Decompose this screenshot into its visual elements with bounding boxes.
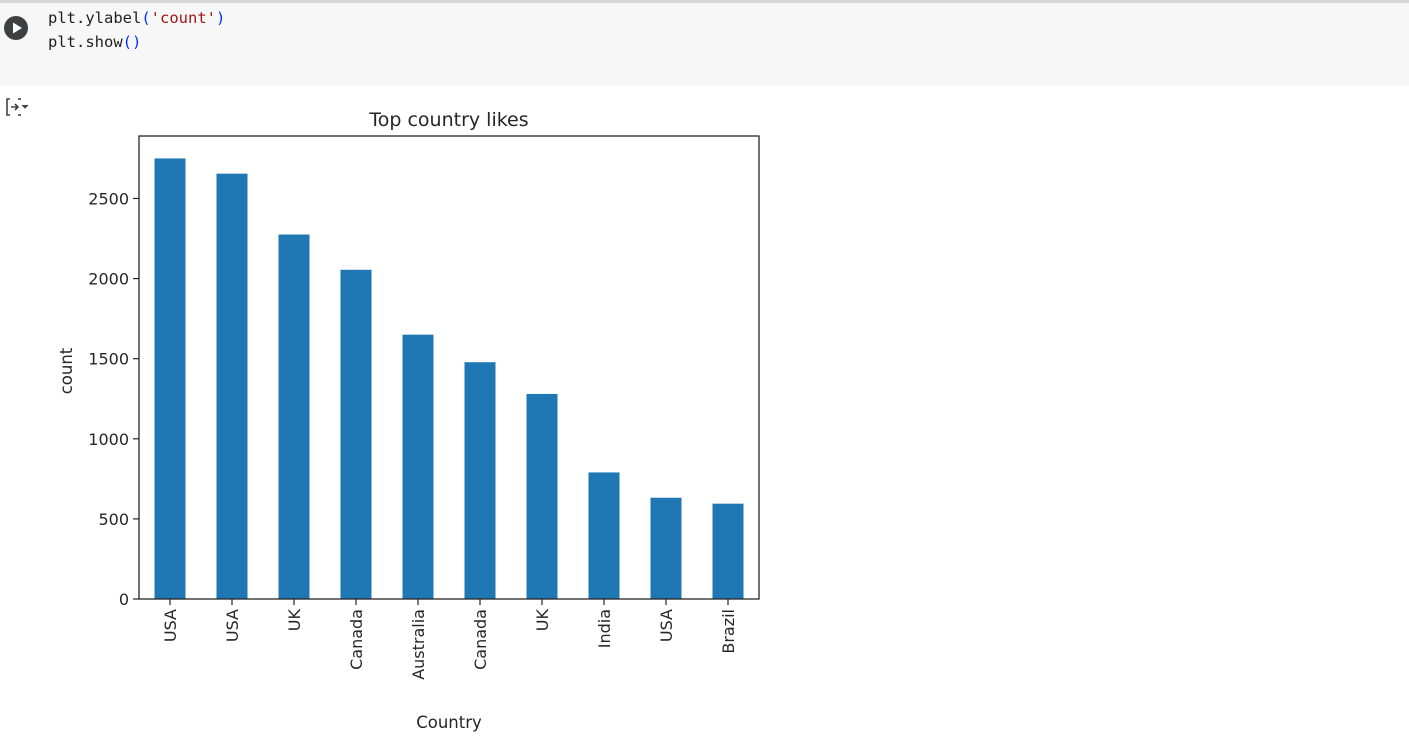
- chart-title: Top country likes: [368, 109, 528, 131]
- x-axis-ticks: USA USA UK Canada Australia Canada UK India USA B…: [161, 599, 738, 680]
- y-tick-label-5: 2000: [88, 270, 129, 289]
- code-fn-2: plt.show: [48, 33, 123, 51]
- bar-1: [154, 158, 186, 599]
- output-toggle-button[interactable]: [4, 96, 30, 118]
- chart-svg: Top country likes 0 500 1000 1500 2000 2500 U…: [57, 109, 760, 732]
- x-tick-label-4: Canada: [347, 609, 366, 670]
- play-circle-icon: [13, 22, 22, 34]
- x-tick-label-2: USA: [223, 609, 242, 642]
- x-tick-label-5: Australia: [409, 609, 428, 680]
- x-axis-label: Country: [416, 713, 482, 732]
- bar-7: [526, 393, 558, 599]
- bar-10: [712, 503, 744, 599]
- bar-5: [402, 334, 434, 599]
- bar-4: [340, 269, 372, 599]
- bar-2: [216, 173, 248, 599]
- y-axis-label: count: [57, 347, 76, 394]
- code-paren-close-1: ): [216, 9, 226, 27]
- bar-6: [464, 362, 496, 599]
- plot-frame: [138, 135, 760, 600]
- bar-9: [650, 497, 682, 599]
- x-tick-label-10: Brazil: [719, 609, 738, 654]
- bar-8: [588, 472, 620, 599]
- y-tick-label-2: 500: [98, 510, 129, 529]
- code-paren-open-2: (: [122, 33, 132, 51]
- output-collapse-icon: [6, 98, 29, 116]
- y-tick-label-4: 1500: [88, 350, 129, 369]
- x-tick-label-9: USA: [657, 609, 676, 642]
- code-paren-close-2: ): [132, 33, 142, 51]
- x-tick-label-3: UK: [285, 608, 304, 631]
- x-tick-label-8: India: [595, 609, 614, 648]
- y-axis-ticks: 0 500 1000 1500 2000 2500: [88, 189, 139, 609]
- y-tick-label-1: 0: [119, 590, 129, 609]
- x-tick-label-1: USA: [161, 609, 180, 642]
- code-arg-1: 'count': [150, 9, 216, 27]
- run-cell-button[interactable]: [4, 16, 28, 40]
- code-paren-open-1: (: [141, 9, 151, 27]
- x-tick-label-7: UK: [533, 608, 552, 631]
- code-line-2[interactable]: plt.show(): [48, 30, 225, 54]
- x-tick-label-6: Canada: [471, 609, 490, 670]
- code-editor[interactable]: plt.ylabel('count') plt.show(): [48, 6, 225, 54]
- y-tick-label-3: 1000: [88, 430, 129, 449]
- bars-group: [154, 158, 744, 599]
- bar-3: [278, 234, 310, 599]
- bar-chart: Top country likes 0 500 1000 1500 2000 2500 U…: [0, 86, 800, 752]
- y-tick-label-6: 2500: [88, 189, 129, 208]
- code-cell[interactable]: plt.ylabel('count') plt.show(): [0, 0, 1409, 86]
- code-fn-1: plt.ylabel: [48, 9, 142, 27]
- code-line-1[interactable]: plt.ylabel('count'): [48, 6, 225, 30]
